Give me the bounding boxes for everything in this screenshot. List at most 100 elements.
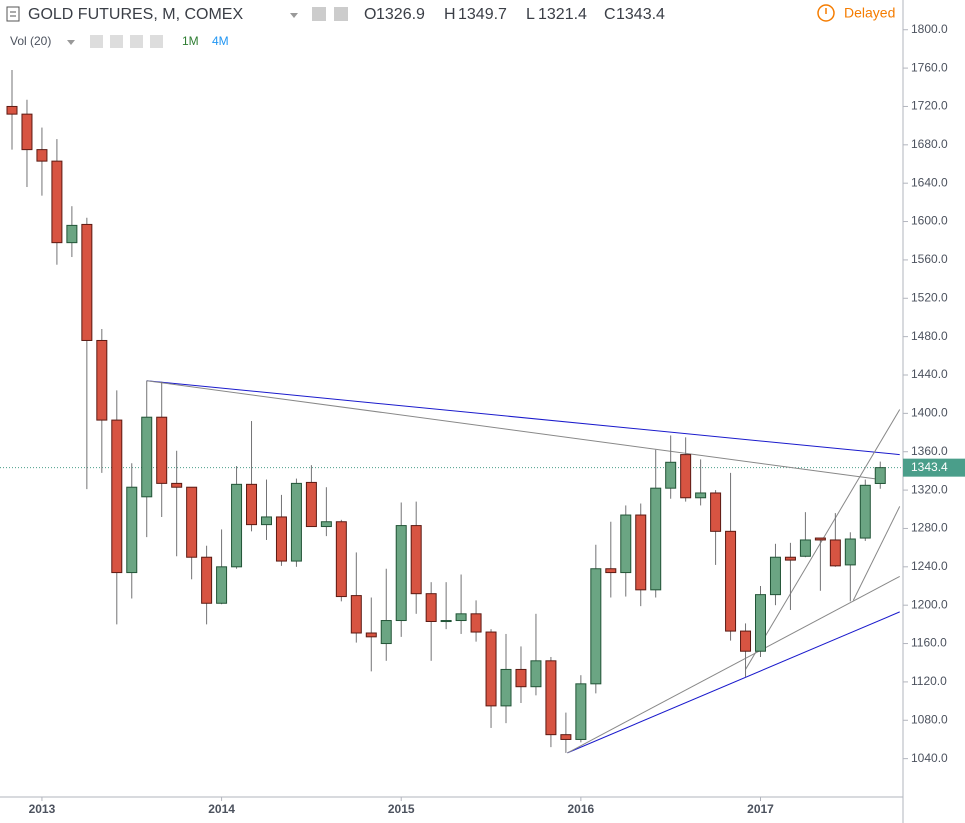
candle-body [560, 734, 572, 740]
icon[interactable] [150, 35, 163, 48]
chart-title: GOLD FUTURES, M, COMEX [28, 6, 243, 23]
trendline [567, 575, 900, 754]
y-tick-label: 1080.0 [911, 712, 948, 726]
ohlc-key: H [444, 6, 456, 23]
candle-body [515, 668, 527, 688]
candle-body [814, 537, 826, 541]
candle-body [51, 160, 63, 244]
y-tick-label: 1760.0 [911, 60, 948, 74]
candle-body [725, 530, 737, 632]
candle-body [111, 419, 123, 574]
y-tick-label: 1800.0 [911, 22, 948, 36]
candle-body [784, 556, 796, 561]
candle-body [665, 461, 677, 489]
candle-body [440, 620, 452, 623]
icon[interactable] [312, 7, 326, 21]
symbol-icon[interactable] [6, 6, 20, 22]
candle-body [156, 416, 168, 484]
y-tick-label: 1520.0 [911, 290, 948, 304]
candle-body [395, 525, 407, 622]
candle-body [635, 514, 647, 591]
y-tick-label: 1640.0 [911, 175, 948, 189]
y-tick-label: 1160.0 [911, 636, 947, 650]
candle-body [485, 631, 497, 707]
candle-body [799, 539, 811, 557]
dropdown[interactable] [67, 40, 75, 45]
candle-body [844, 538, 856, 566]
candle-body [695, 492, 707, 499]
candle-body [171, 482, 183, 488]
ohlc-key: L [526, 6, 535, 23]
x-tick-label: 2014 [208, 802, 235, 816]
last-price-tag [903, 458, 965, 477]
candle-body [36, 149, 48, 162]
candle-body [21, 113, 33, 151]
delayed-icon [817, 4, 835, 22]
candle-body [410, 525, 422, 595]
last-price-label: 1343.4 [911, 460, 948, 474]
ohlc-value: 1349.7 [458, 6, 507, 23]
candle-body [859, 484, 871, 539]
candle-body [500, 668, 512, 707]
candle-body [769, 556, 781, 596]
candle-body [6, 105, 18, 115]
icon[interactable] [110, 35, 123, 48]
candle-body [216, 566, 228, 604]
x-tick-label: 2013 [29, 802, 56, 816]
y-tick-label: 1440.0 [911, 367, 948, 381]
candle-body [365, 632, 377, 638]
candle-body [620, 514, 632, 574]
ohlc-key: C [604, 6, 616, 23]
x-tick-label: 2015 [388, 802, 415, 816]
x-tick-label: 2016 [568, 802, 595, 816]
icon[interactable] [90, 35, 103, 48]
candle-body [380, 620, 392, 645]
candle-body [141, 416, 153, 498]
y-tick-label: 1400.0 [911, 406, 948, 420]
candle-body [66, 224, 78, 244]
candle-body [740, 630, 752, 652]
trendline [146, 380, 900, 456]
y-tick-label: 1680.0 [911, 137, 948, 151]
icon[interactable] [334, 7, 348, 21]
candle-body [590, 568, 602, 685]
y-tick-label: 1320.0 [911, 482, 948, 496]
candle-body [81, 223, 93, 341]
candle-body [186, 486, 198, 558]
ohlc-value: 1321.4 [538, 6, 587, 23]
candle-body [874, 467, 886, 484]
candle-body [231, 483, 243, 568]
icon[interactable] [130, 35, 143, 48]
candle-body [246, 483, 258, 526]
y-tick-label: 1040.0 [911, 751, 948, 765]
trendline [852, 506, 901, 601]
y-tick-label: 1360.0 [911, 444, 948, 458]
volume-legend: 1M [182, 34, 199, 48]
candle-body [126, 486, 138, 574]
ohlc-key: O [364, 6, 376, 23]
candle-body [530, 660, 542, 688]
dropdown[interactable] [290, 13, 298, 18]
y-tick-label: 1480.0 [911, 329, 948, 343]
candle-body [680, 454, 692, 499]
ohlc-value: 1326.9 [376, 6, 425, 23]
candle-body [425, 593, 437, 622]
y-tick-label: 1560.0 [911, 252, 948, 266]
y-tick-label: 1600.0 [911, 214, 948, 228]
candle-body [470, 613, 482, 633]
y-tick-label: 1200.0 [911, 597, 948, 611]
candle-body [350, 595, 362, 634]
x-tick-label: 2017 [747, 802, 774, 816]
candle-body [605, 568, 617, 574]
candle-body [575, 683, 587, 740]
candle-body [201, 556, 213, 604]
trendline [146, 380, 881, 481]
candle-body [710, 492, 722, 532]
volume-label: Vol (20) [10, 34, 51, 48]
candle-body [650, 487, 662, 591]
volume-legend: 4M [212, 34, 229, 48]
candle-body [260, 516, 272, 526]
candle-body [545, 660, 557, 736]
